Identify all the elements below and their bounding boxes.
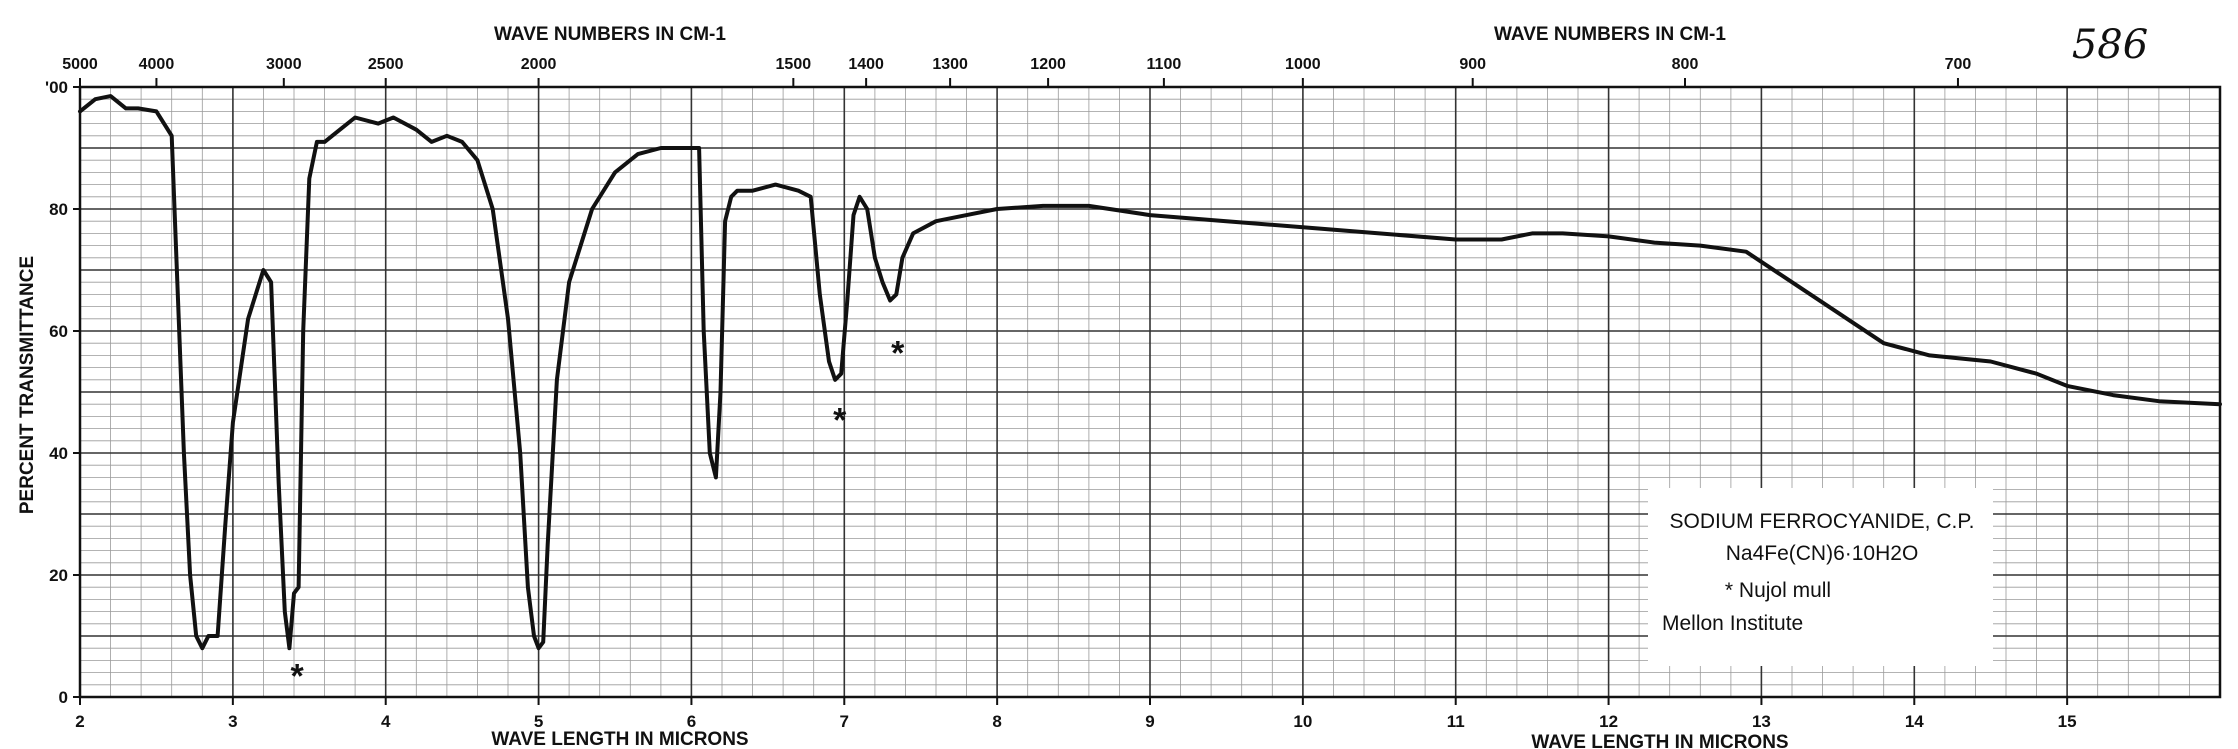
nujol-markers: * * *: [290, 334, 905, 695]
y-tick-label: 80: [49, 200, 68, 219]
x-tick-label: 12: [1599, 712, 1618, 731]
x-tick-label: 15: [2058, 712, 2077, 731]
y-axis-ticks: 0 20 40 60 80 '00: [45, 78, 80, 707]
legend-line-nujol: * Nujol mull: [1725, 579, 1831, 602]
legend-box: SODIUM FERROCYANIDE, C.P. Na4Fe(CN)6·10H…: [1648, 488, 1993, 666]
top-tick-label: 1100: [1147, 56, 1182, 73]
top-axis-title-right: WAVE NUMBERS IN CM-1: [1494, 24, 1726, 45]
x-tick-label: 3: [228, 712, 237, 731]
top-tick-label: 1400: [848, 56, 884, 73]
top-tick-label: 700: [1945, 56, 1972, 73]
page-number: 586: [2072, 22, 2148, 68]
bottom-axis-title-left: WAVE LENGTH IN MICRONS: [491, 729, 748, 749]
bottom-wavelength-ticks: 2 3 4 5 6 7 8 9 10 11 12 13 14 15: [75, 697, 2077, 731]
legend-line-formula: Na4Fe(CN)6·10H2O: [1726, 542, 1919, 565]
top-tick-label: 800: [1672, 56, 1699, 73]
x-tick-label: 6: [687, 712, 696, 731]
y-tick-label: 0: [59, 688, 68, 707]
top-tick-label: 900: [1459, 56, 1486, 73]
x-tick-label: 13: [1752, 712, 1771, 731]
x-tick-label: 10: [1293, 712, 1312, 731]
y-tick-label: 60: [49, 322, 68, 341]
x-tick-label: 9: [1145, 712, 1154, 731]
legend-line-compound: SODIUM FERROCYANIDE, C.P.: [1670, 510, 1975, 533]
top-tick-label: 3000: [266, 56, 302, 73]
top-tick-label: 4000: [139, 56, 175, 73]
y-axis-title: PERCENT TRANSMITTANCE: [17, 256, 38, 514]
y-tick-label: '00: [45, 78, 68, 97]
x-tick-label: 11: [1447, 712, 1465, 731]
bottom-axis-title-right: WAVE LENGTH IN MICRONS: [1531, 732, 1788, 749]
top-tick-label: 5000: [62, 56, 98, 73]
x-tick-label: 4: [381, 712, 391, 731]
nujol-asterisk-marker: *: [833, 401, 847, 439]
nujol-asterisk-marker: *: [290, 658, 304, 696]
top-tick-label: 2500: [368, 56, 404, 73]
x-tick-label: 8: [992, 712, 1001, 731]
top-tick-label: 1300: [932, 56, 968, 73]
x-tick-label: 14: [1905, 712, 1924, 731]
x-tick-label: 7: [840, 712, 849, 731]
y-tick-label: 40: [49, 444, 68, 463]
legend-line-institute: Mellon Institute: [1662, 612, 1803, 635]
top-tick-label: 2000: [521, 56, 557, 73]
x-tick-label: 2: [75, 712, 84, 731]
y-tick-label: 20: [49, 566, 68, 585]
x-tick-label: 5: [534, 712, 543, 731]
top-axis-title-left: WAVE NUMBERS IN CM-1: [494, 24, 726, 45]
top-tick-label: 1200: [1030, 56, 1066, 73]
legend-background: [1648, 488, 1993, 666]
top-wavenumber-ticks: 5000 4000 3000 2500 2000 1500 1400 1300 1200 1100…: [62, 56, 1971, 87]
nujol-asterisk-marker: *: [891, 334, 905, 372]
series-line-transmittance: [78, 94, 2222, 651]
top-tick-label: 1000: [1285, 56, 1321, 73]
top-tick-label: 1500: [776, 56, 812, 73]
